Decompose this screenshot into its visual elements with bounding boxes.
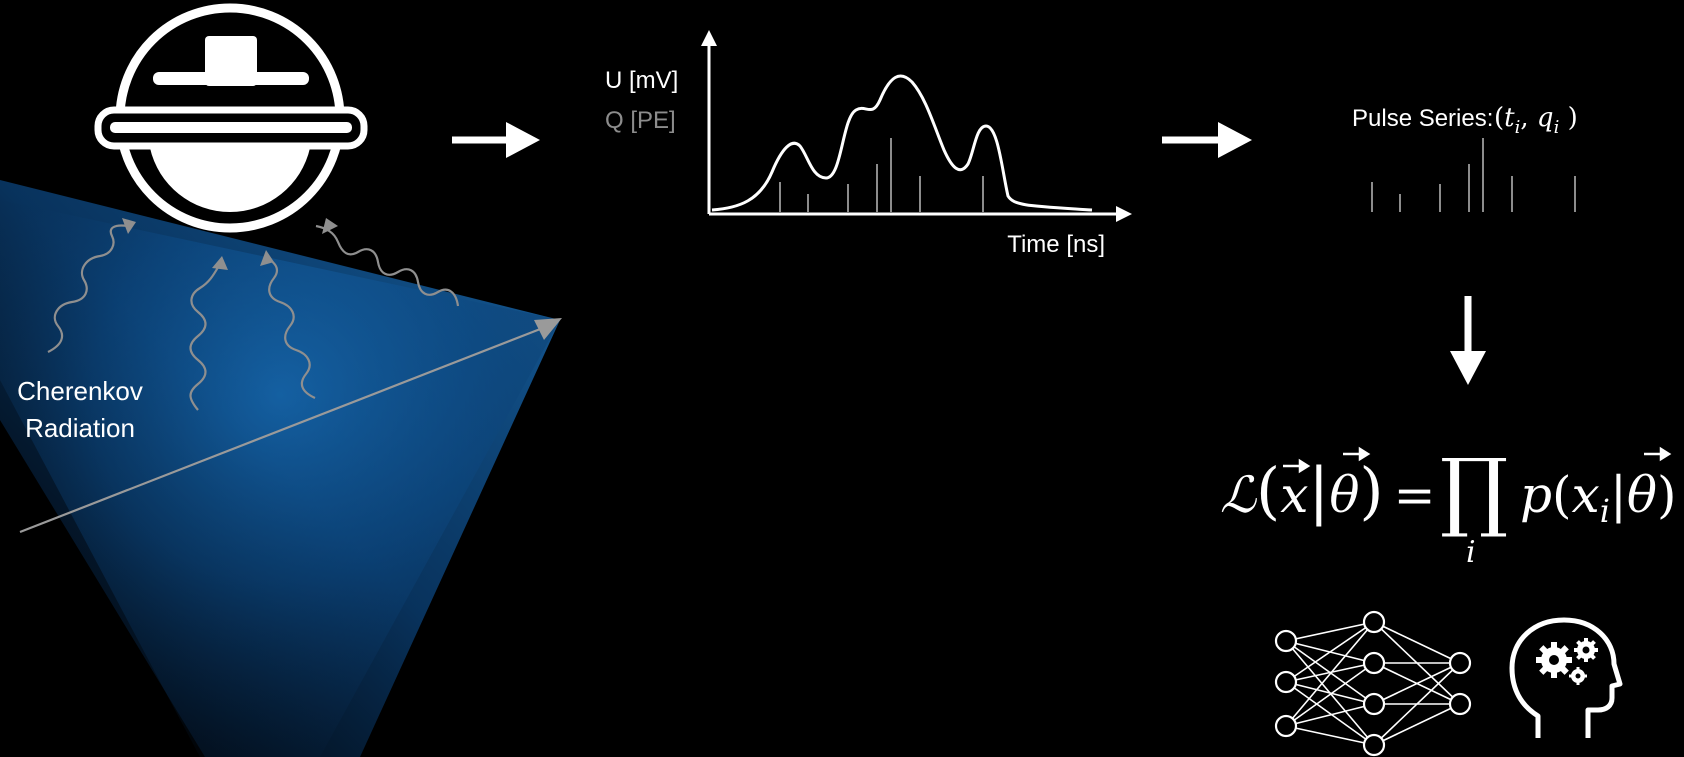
svg-text:Radiation: Radiation <box>25 413 135 443</box>
x-axis-arrowhead <box>1116 206 1132 222</box>
x-label-time: Time [ns] <box>1007 231 1105 258</box>
y-label-charge: Q [PE] <box>605 107 676 134</box>
pulse-series: Pulse Series: (ti, qi ) <box>1352 103 1578 212</box>
y-label-voltage: U [mV] <box>605 67 678 94</box>
voltage-waveform <box>711 74 1093 212</box>
neural-network-icon <box>1274 610 1472 757</box>
product-index: i <box>1466 535 1476 570</box>
pmt-icon <box>94 3 368 233</box>
vector-arrows <box>1283 446 1672 474</box>
formula-text: ℒ(x|θ) = <box>1220 454 1436 527</box>
pulse-bars <box>1371 138 1576 212</box>
svg-text:Cherenkov: Cherenkov <box>17 376 143 406</box>
waveform-plot: U [mV] Q [PE] Time [ns] <box>605 30 1132 258</box>
photon-wiggles <box>47 218 460 411</box>
cherenkov-label: Cherenkov Radiation <box>17 376 143 443</box>
flow-arrow-1 <box>452 122 540 158</box>
head-gears-icon <box>1509 617 1623 738</box>
charge-bars <box>779 138 984 212</box>
flow-arrow-down <box>1450 296 1486 385</box>
particle-track-arrow <box>19 318 562 534</box>
product-symbol: ∏ <box>1440 441 1508 541</box>
pulse-series-label: Pulse Series: <box>1352 105 1493 132</box>
formula-rhs: p(xi|θ) <box>1520 466 1676 530</box>
likelihood-formula: ℒ(x|θ) = ∏ i p(xi|θ) <box>1220 441 1676 570</box>
flow-arrow-2 <box>1162 122 1252 158</box>
cherenkov-cone <box>0 180 560 757</box>
pulse-series-tuple: (ti, qi ) <box>1494 103 1578 138</box>
y-axis-arrowhead <box>701 30 717 46</box>
